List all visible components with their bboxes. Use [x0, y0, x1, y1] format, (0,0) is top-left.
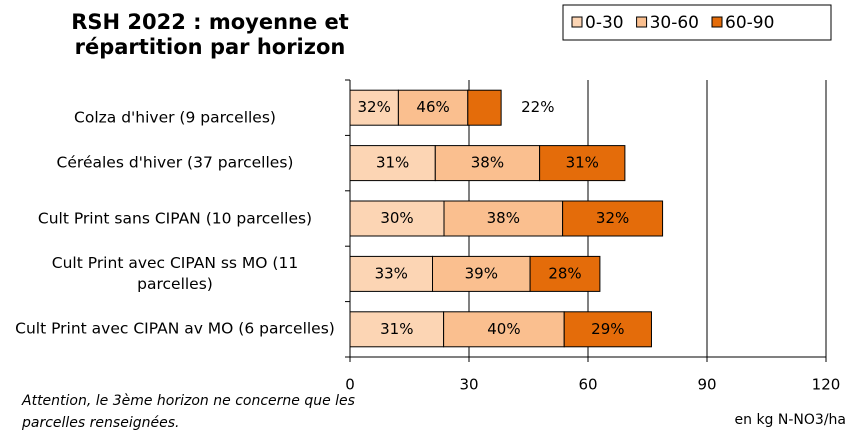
y-tick-label: Cult Print sans CIPAN (10 parcelles): [37, 209, 313, 227]
bar-segment: [349, 311, 445, 348]
data-label: 38%: [471, 154, 504, 172]
bar-segment: [563, 311, 652, 348]
x-tick-label: 120: [812, 376, 841, 394]
data-label: 46%: [416, 98, 449, 116]
bar-segment: [443, 311, 565, 348]
x-tick-label: 30: [459, 376, 478, 394]
x-tick-label: 0: [345, 376, 355, 394]
data-label: 33%: [375, 264, 408, 282]
y-tick-label: Cult Print avec CIPAN ss MO (11 parcelle…: [51, 253, 299, 293]
data-label: 40%: [487, 320, 520, 338]
x-axis-label: en kg N-NO3/ha: [734, 412, 846, 428]
bar-segment: [467, 89, 502, 126]
data-label: 32%: [358, 98, 391, 116]
legend-label: 0-30: [585, 13, 624, 33]
data-label: 31%: [380, 320, 413, 338]
bar-segment: [349, 145, 436, 182]
y-tick-label: Cult Print avec CIPAN av MO (6 parcelles…: [15, 319, 335, 338]
bar-segment: [539, 145, 626, 182]
data-label: 30%: [380, 209, 413, 227]
data-label: 38%: [487, 209, 520, 227]
legend-label: 30-60: [650, 13, 699, 33]
legend-swatch: [711, 16, 723, 28]
bar-segment: [349, 89, 399, 126]
bar-segment: [432, 255, 531, 292]
bar-segment: [434, 145, 541, 182]
data-label: 28%: [548, 264, 581, 282]
legend-box: [562, 4, 832, 41]
data-label: 29%: [591, 320, 624, 338]
legend-label: 60-90: [725, 13, 774, 33]
data-label: 32%: [596, 209, 629, 227]
data-label: 22%: [521, 98, 554, 116]
data-label: 31%: [566, 154, 599, 172]
data-label: 31%: [376, 154, 409, 172]
legend-swatch: [571, 16, 583, 28]
footnote: Attention, le 3ème horizon ne concerne q…: [22, 393, 355, 431]
x-tick-label: 90: [697, 376, 716, 394]
legend-swatch: [636, 16, 648, 28]
chart-title: RSH 2022 : moyenne et répartition par ho…: [71, 10, 349, 59]
y-tick-label: Céréales d'hiver (37 parcelles): [56, 153, 294, 172]
data-label: 39%: [465, 264, 498, 282]
y-tick-label: Colza d'hiver (9 parcelles): [74, 108, 276, 127]
bar-segment: [349, 255, 434, 292]
bar-segment: [397, 89, 469, 126]
bar-segment: [562, 200, 664, 237]
bar-segment: [443, 200, 564, 237]
x-tick-label: 60: [578, 376, 597, 394]
bar-segment: [529, 255, 601, 292]
